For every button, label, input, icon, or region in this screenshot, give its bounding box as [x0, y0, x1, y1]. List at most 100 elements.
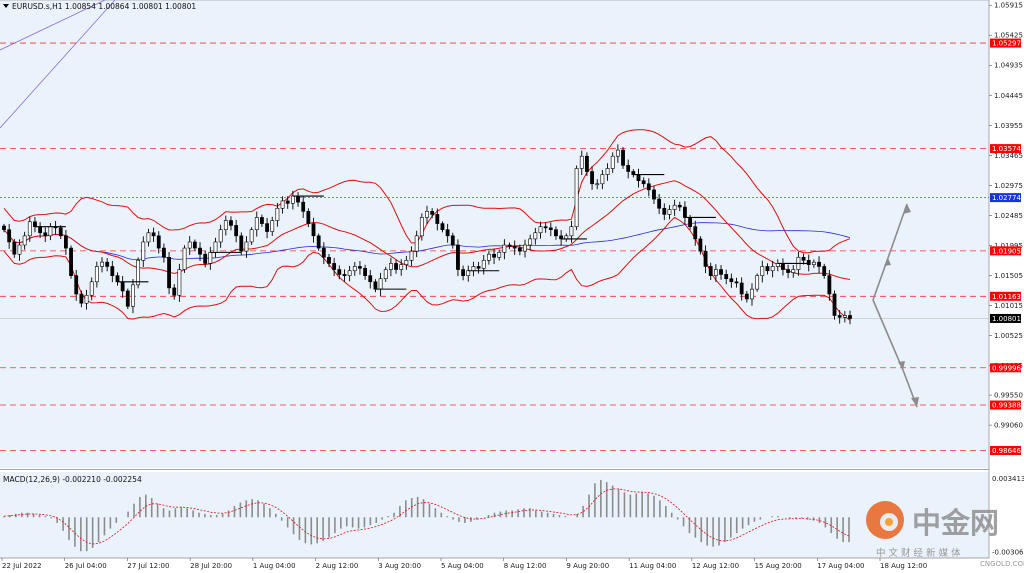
candle[interactable]	[347, 270, 352, 276]
candle[interactable]	[693, 226, 698, 240]
candle[interactable]	[750, 288, 754, 300]
candle[interactable]	[652, 189, 656, 200]
candle[interactable]	[223, 220, 228, 231]
candle[interactable]	[610, 155, 615, 169]
candle[interactable]	[234, 225, 239, 237]
candle[interactable]	[729, 278, 734, 283]
candle[interactable]	[69, 247, 73, 276]
candle[interactable]	[146, 232, 151, 243]
candle[interactable]	[260, 217, 264, 224]
candle[interactable]	[301, 201, 306, 212]
candle[interactable]	[677, 204, 682, 208]
candle[interactable]	[22, 235, 27, 246]
candle[interactable]	[497, 252, 502, 258]
candle[interactable]	[811, 261, 816, 265]
candle[interactable]	[456, 244, 460, 270]
candle[interactable]	[466, 270, 471, 276]
candle[interactable]	[48, 226, 53, 237]
candle[interactable]	[270, 220, 275, 232]
candle[interactable]	[151, 232, 156, 237]
candle[interactable]	[358, 266, 362, 269]
candle[interactable]	[827, 275, 832, 295]
chart-menu-triangle-icon[interactable]	[3, 4, 9, 8]
candle[interactable]	[172, 287, 177, 296]
candle[interactable]	[621, 149, 625, 166]
candle[interactable]	[533, 232, 538, 240]
candle[interactable]	[2, 225, 6, 231]
candle[interactable]	[765, 266, 770, 272]
candle[interactable]	[94, 266, 99, 283]
candle[interactable]	[229, 220, 233, 226]
candle[interactable]	[781, 263, 785, 270]
candle[interactable]	[64, 235, 68, 249]
candle[interactable]	[187, 241, 192, 249]
candle[interactable]	[440, 223, 445, 231]
candle[interactable]	[38, 226, 43, 234]
candle[interactable]	[822, 266, 827, 276]
candle[interactable]	[131, 284, 135, 307]
candle[interactable]	[786, 269, 790, 273]
candle[interactable]	[600, 174, 605, 185]
candle[interactable]	[806, 260, 811, 265]
candle[interactable]	[646, 183, 651, 191]
candle[interactable]	[801, 256, 806, 261]
candle[interactable]	[285, 200, 290, 204]
candle[interactable]	[842, 315, 847, 318]
candle[interactable]	[409, 250, 414, 261]
candle[interactable]	[120, 281, 125, 292]
candle[interactable]	[657, 198, 662, 209]
candle[interactable]	[388, 263, 393, 270]
candle[interactable]	[419, 217, 424, 237]
candle[interactable]	[662, 207, 667, 215]
candle[interactable]	[280, 200, 285, 209]
candle[interactable]	[667, 209, 672, 215]
candle[interactable]	[832, 293, 837, 316]
candle[interactable]	[368, 275, 373, 283]
candle[interactable]	[543, 226, 548, 229]
candle[interactable]	[208, 252, 213, 264]
candle[interactable]	[404, 260, 409, 265]
candle[interactable]	[79, 293, 84, 304]
candle[interactable]	[265, 223, 269, 232]
candle[interactable]	[249, 229, 254, 243]
candle[interactable]	[605, 168, 610, 175]
candle[interactable]	[17, 244, 22, 255]
candle[interactable]	[435, 214, 440, 224]
candle[interactable]	[755, 275, 760, 290]
candle[interactable]	[84, 294, 89, 304]
candle[interactable]	[414, 235, 419, 252]
candle[interactable]	[141, 241, 146, 261]
candle[interactable]	[337, 269, 342, 275]
candle[interactable]	[182, 247, 187, 270]
candle[interactable]	[110, 266, 115, 276]
candle[interactable]	[254, 217, 259, 231]
candle[interactable]	[311, 223, 316, 237]
candle[interactable]	[89, 281, 94, 296]
candle[interactable]	[487, 253, 491, 261]
candle[interactable]	[626, 165, 631, 172]
candle[interactable]	[100, 261, 104, 267]
candle[interactable]	[507, 244, 512, 247]
candle[interactable]	[734, 281, 739, 284]
candle[interactable]	[739, 282, 744, 295]
candle[interactable]	[394, 263, 398, 270]
candle[interactable]	[327, 256, 331, 264]
candle[interactable]	[373, 281, 378, 290]
candle[interactable]	[399, 264, 404, 270]
candle[interactable]	[125, 290, 130, 307]
candle[interactable]	[136, 260, 141, 286]
candle[interactable]	[590, 171, 594, 185]
candle[interactable]	[672, 204, 677, 210]
candle[interactable]	[512, 245, 517, 249]
candle[interactable]	[445, 229, 450, 237]
candle[interactable]	[296, 195, 300, 203]
candle[interactable]	[698, 238, 703, 252]
candle[interactable]	[492, 253, 496, 258]
candle[interactable]	[708, 266, 713, 276]
candle[interactable]	[688, 217, 692, 227]
candle[interactable]	[218, 229, 223, 243]
candle[interactable]	[502, 244, 507, 253]
candle[interactable]	[791, 269, 796, 273]
candle[interactable]	[528, 238, 533, 246]
